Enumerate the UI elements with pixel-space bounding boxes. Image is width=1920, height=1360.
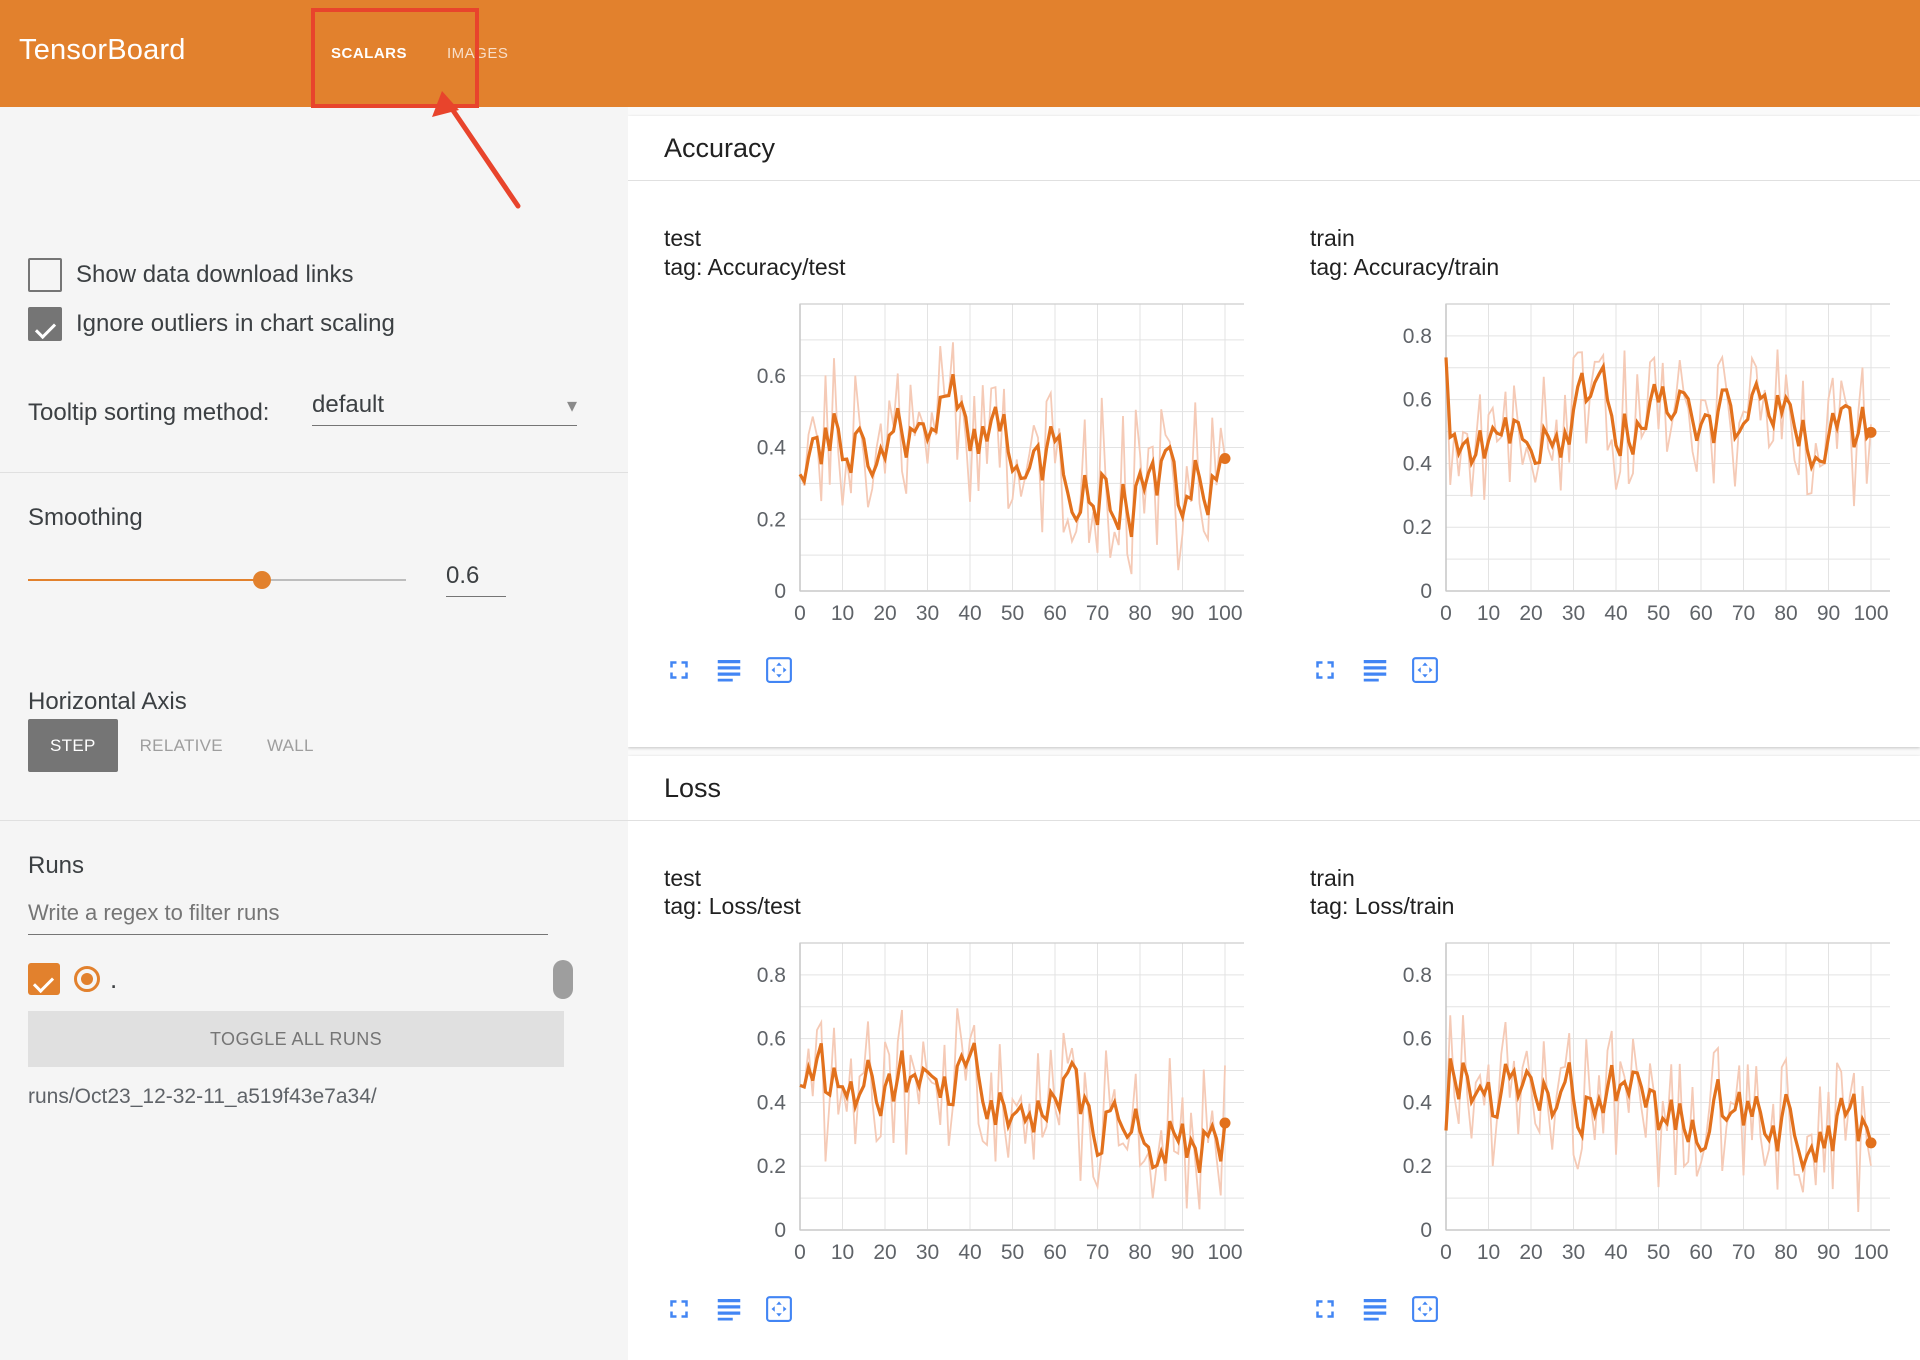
svg-text:20: 20: [873, 602, 896, 625]
svg-text:20: 20: [1519, 1241, 1542, 1264]
svg-text:60: 60: [1043, 602, 1066, 625]
svg-text:30: 30: [916, 1241, 939, 1264]
svg-text:50: 50: [1001, 602, 1024, 625]
svg-text:0: 0: [1440, 1241, 1452, 1264]
svg-text:30: 30: [916, 602, 939, 625]
svg-text:40: 40: [958, 1241, 981, 1264]
svg-text:90: 90: [1171, 1241, 1194, 1264]
svg-text:70: 70: [1086, 602, 1109, 625]
svg-text:20: 20: [873, 1241, 896, 1264]
svg-text:10: 10: [1477, 602, 1500, 625]
svg-text:0: 0: [774, 580, 786, 603]
svg-text:70: 70: [1732, 602, 1755, 625]
svg-text:90: 90: [1817, 1241, 1840, 1264]
svg-text:60: 60: [1689, 602, 1712, 625]
svg-text:60: 60: [1689, 1241, 1712, 1264]
svg-text:90: 90: [1817, 602, 1840, 625]
svg-text:0.4: 0.4: [1403, 1091, 1433, 1114]
svg-text:0.8: 0.8: [1403, 964, 1432, 987]
svg-text:0.2: 0.2: [757, 1155, 786, 1178]
svg-text:0: 0: [1420, 1219, 1432, 1242]
svg-text:50: 50: [1001, 1241, 1024, 1264]
svg-text:30: 30: [1562, 602, 1585, 625]
svg-text:10: 10: [831, 1241, 854, 1264]
svg-text:100: 100: [1853, 1241, 1888, 1264]
svg-text:0: 0: [794, 602, 806, 625]
svg-text:40: 40: [958, 602, 981, 625]
svg-text:0: 0: [1420, 580, 1432, 603]
svg-text:10: 10: [831, 602, 854, 625]
svg-text:80: 80: [1774, 602, 1797, 625]
svg-text:0.4: 0.4: [757, 436, 787, 459]
svg-text:40: 40: [1604, 1241, 1627, 1264]
svg-text:30: 30: [1562, 1241, 1585, 1264]
svg-text:0.2: 0.2: [1403, 1155, 1432, 1178]
svg-text:70: 70: [1086, 1241, 1109, 1264]
svg-text:0: 0: [1440, 602, 1452, 625]
svg-text:0: 0: [794, 1241, 806, 1264]
svg-text:100: 100: [1207, 1241, 1242, 1264]
svg-text:20: 20: [1519, 602, 1542, 625]
svg-text:0.4: 0.4: [757, 1091, 787, 1114]
svg-text:90: 90: [1171, 602, 1194, 625]
svg-text:100: 100: [1853, 602, 1888, 625]
svg-text:60: 60: [1043, 1241, 1066, 1264]
svg-text:0: 0: [774, 1219, 786, 1242]
svg-text:50: 50: [1647, 1241, 1670, 1264]
svg-text:0.6: 0.6: [757, 1028, 786, 1051]
svg-text:80: 80: [1128, 602, 1151, 625]
svg-text:10: 10: [1477, 1241, 1500, 1264]
svg-text:50: 50: [1647, 602, 1670, 625]
svg-text:70: 70: [1732, 1241, 1755, 1264]
svg-text:40: 40: [1604, 602, 1627, 625]
svg-text:0.2: 0.2: [757, 508, 786, 531]
svg-text:0.8: 0.8: [757, 964, 786, 987]
svg-text:0.8: 0.8: [1403, 324, 1432, 347]
svg-text:0.6: 0.6: [1403, 1028, 1432, 1051]
svg-text:80: 80: [1128, 1241, 1151, 1264]
svg-text:80: 80: [1774, 1241, 1797, 1264]
svg-text:0.4: 0.4: [1403, 452, 1433, 475]
svg-text:0.2: 0.2: [1403, 516, 1432, 539]
svg-text:0.6: 0.6: [1403, 388, 1432, 411]
svg-text:100: 100: [1207, 602, 1242, 625]
svg-text:0.6: 0.6: [757, 364, 786, 387]
